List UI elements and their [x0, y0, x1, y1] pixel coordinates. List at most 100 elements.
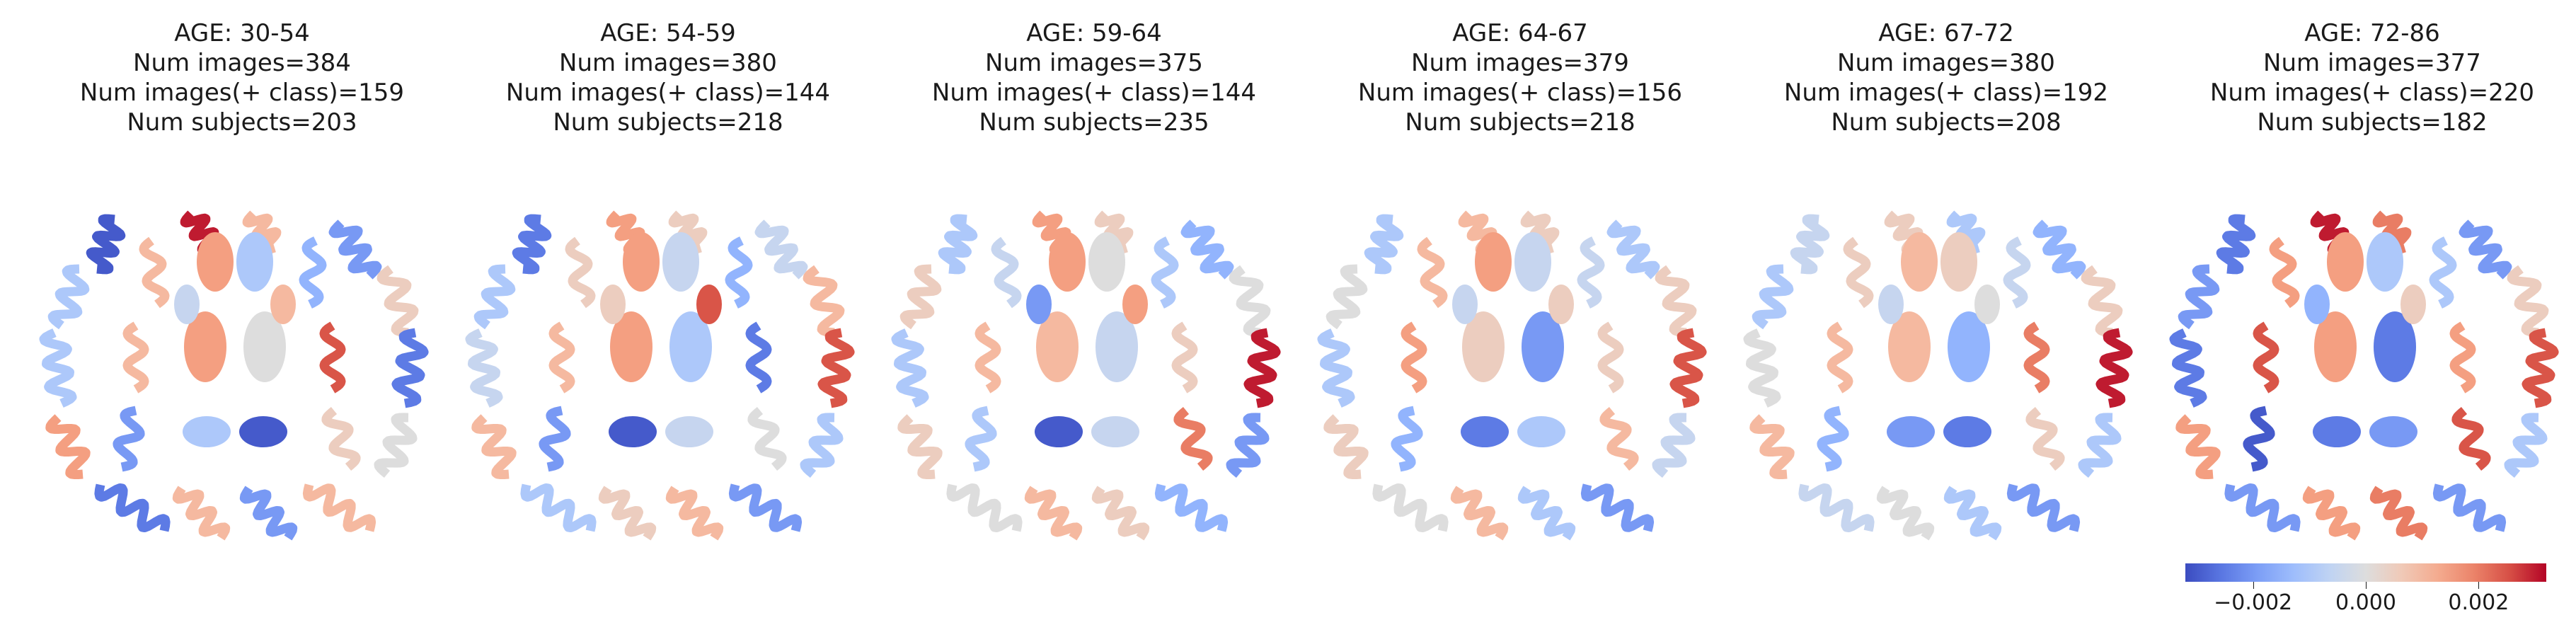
cortical-region	[803, 265, 845, 338]
subcortical-region	[239, 416, 287, 447]
subcortical-region	[2367, 232, 2403, 292]
panel-title-line: Num images=377	[2263, 49, 2481, 77]
cortical-region	[665, 486, 724, 541]
brain-slice	[891, 210, 1281, 541]
subcortical-region	[1517, 416, 1565, 447]
panel-title-line: AGE: 59-64	[1026, 19, 1162, 47]
cortical-region	[321, 406, 361, 471]
cortical-region	[2169, 328, 2207, 408]
cortical-region	[319, 321, 346, 394]
brain-slice	[1743, 210, 2133, 541]
cortical-region	[2432, 483, 2507, 532]
cortical-region	[374, 413, 418, 478]
subcortical-region	[1948, 311, 1990, 382]
panel-title-line: Num images(+ class)=144	[931, 79, 1257, 107]
cortical-region	[1577, 236, 1605, 309]
subcortical-region	[696, 285, 722, 324]
cortical-region	[1171, 321, 1198, 394]
panel-title-line: Num subjects=218	[553, 108, 783, 137]
brain-panel: AGE: 30-54 Num images=384 Num images(+ cla…	[30, 0, 454, 609]
subcortical-region	[1462, 311, 1505, 382]
subcortical-region	[1035, 416, 1083, 447]
cortical-region	[2504, 413, 2548, 478]
subcortical-region	[1514, 232, 1551, 292]
cortical-region	[598, 486, 657, 541]
panel-title-line: Num images(+ class)=156	[1357, 79, 1683, 107]
cortical-region	[891, 328, 929, 408]
cortical-region	[1876, 486, 1935, 541]
cortical-region	[1827, 321, 1853, 394]
subcortical-region	[1091, 416, 1139, 447]
panel-title-line: Num images=380	[1837, 49, 2055, 77]
cortical-region	[1401, 321, 1427, 394]
panel-title-line: AGE: 72-86	[2304, 19, 2440, 47]
subcortical-region	[1888, 311, 1931, 382]
cortical-region	[2369, 486, 2428, 541]
cortical-region	[539, 406, 571, 472]
panel-title-line: Num images(+ class)=144	[505, 79, 831, 107]
cortical-region	[2243, 406, 2275, 472]
cortical-region	[2507, 265, 2549, 338]
subcortical-region	[1887, 416, 1935, 447]
cortical-region	[139, 236, 170, 309]
cortical-region	[1091, 486, 1150, 541]
brain-panel: AGE: 72-86 Num images=377 Num images(+ cla…	[2160, 0, 2576, 609]
cortical-region	[965, 406, 997, 472]
cortical-region	[745, 321, 772, 394]
panel-title-line: AGE: 30-54	[174, 19, 310, 47]
cortical-region	[2302, 486, 2361, 541]
cortical-region	[1229, 265, 1271, 338]
cortical-region	[2095, 328, 2133, 408]
panel-title-line: Num subjects=235	[979, 108, 1209, 137]
cortical-region	[2459, 219, 2512, 280]
brain-slice	[465, 210, 855, 541]
cortical-region	[1790, 214, 1830, 275]
panel-title-line: Num images(+ class)=192	[1783, 79, 2109, 107]
subcortical-region	[1974, 285, 2000, 324]
cortical-region	[2216, 214, 2256, 275]
cortical-region	[897, 414, 943, 479]
colorbar: −0.002 0.000 0.002	[2185, 563, 2546, 619]
colorbar-tick-label: 0.000	[2335, 590, 2396, 615]
subcortical-region	[1122, 285, 1148, 324]
subcortical-region	[600, 285, 626, 324]
panel-title-line: Num subjects=208	[1831, 108, 2062, 137]
panel-title-line: AGE: 64-67	[1452, 19, 1588, 47]
cortical-region	[39, 328, 77, 408]
colorbar-tick	[2366, 582, 2367, 589]
cortical-region	[2078, 413, 2122, 478]
cortical-region	[1372, 483, 1449, 532]
subcortical-region	[1096, 311, 1138, 382]
cortical-region	[328, 219, 382, 280]
cortical-region	[376, 265, 419, 338]
panel-title: AGE: 67-72 Num images=380 Num images(+ cla…	[1734, 18, 2158, 137]
cortical-region	[1843, 236, 1874, 309]
cortical-region	[754, 219, 808, 280]
cortical-region	[299, 236, 327, 309]
cortical-region	[800, 413, 844, 478]
cortical-region	[122, 321, 149, 394]
cortical-region	[1943, 486, 2002, 541]
cortical-region	[94, 483, 171, 532]
panel-title: AGE: 64-67 Num images=379 Num images(+ cla…	[1308, 18, 1732, 137]
subcortical-region	[609, 416, 657, 447]
cortical-region	[520, 483, 597, 532]
cortical-region	[991, 236, 1022, 309]
cortical-region	[2175, 414, 2221, 479]
subcortical-region	[1878, 285, 1904, 324]
cortical-region	[2025, 406, 2065, 471]
subcortical-region	[1049, 232, 1086, 292]
subcortical-region	[2304, 285, 2330, 324]
cortical-region	[1599, 406, 1639, 471]
cortical-region	[2081, 265, 2123, 338]
cortical-region	[938, 214, 978, 275]
cortical-region	[1364, 214, 1404, 275]
panel-title-line: Num images=375	[985, 49, 1203, 77]
cortical-region	[473, 264, 516, 330]
brain-panel: AGE: 67-72 Num images=380 Num images(+ cla…	[1734, 0, 2158, 609]
cortical-region	[239, 486, 298, 541]
panel-title-line: Num subjects=203	[127, 108, 357, 137]
cortical-region	[1655, 265, 1697, 338]
cortical-region	[1517, 486, 1576, 541]
